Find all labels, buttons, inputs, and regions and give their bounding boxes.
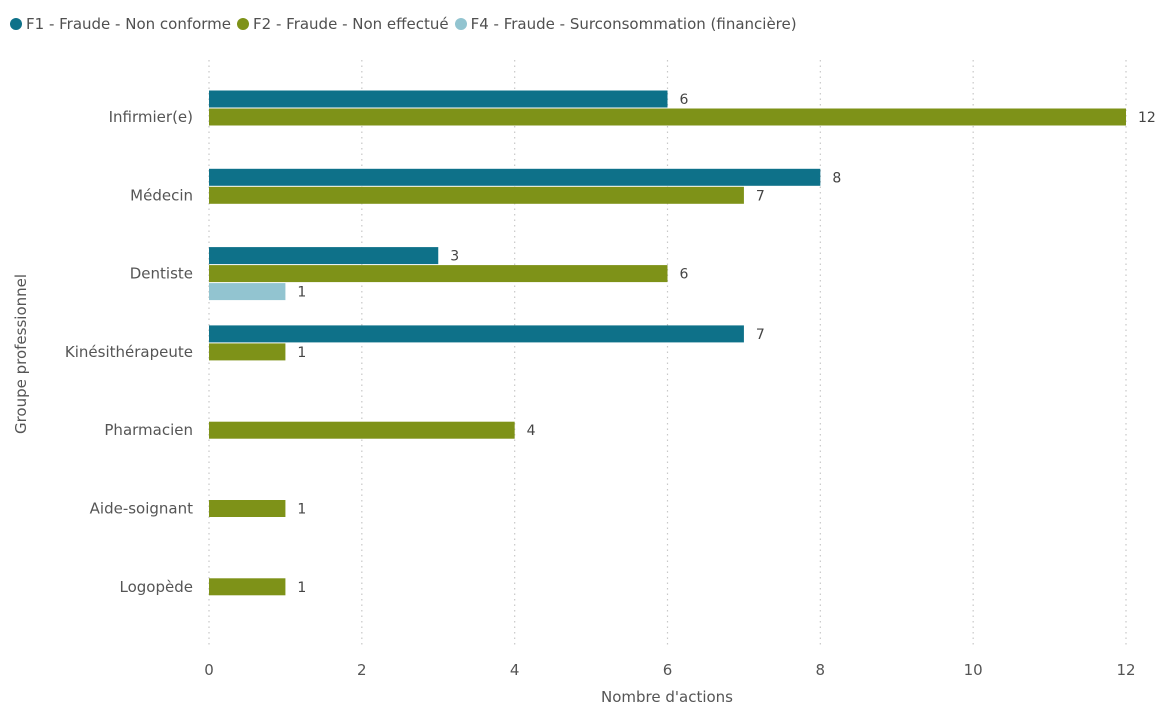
- data-label: 7: [756, 188, 765, 204]
- x-tick-label: 10: [964, 661, 983, 679]
- category-label: Logopède: [120, 578, 193, 596]
- bar-marks: [209, 90, 1126, 596]
- bar[interactable]: [209, 247, 439, 265]
- bar[interactable]: [209, 578, 286, 596]
- category-label: Kinésithérapeute: [65, 343, 193, 361]
- data-label: 1: [297, 285, 306, 301]
- bar[interactable]: [209, 186, 744, 204]
- legend-marker-f1: [10, 18, 22, 30]
- legend-item-f4[interactable]: F4 - Fraude - Surconsommation (financièr…: [454, 15, 797, 33]
- gridlines: [208, 60, 1127, 645]
- bar[interactable]: [209, 325, 744, 343]
- data-label: 1: [297, 580, 306, 596]
- x-tick-label: 8: [816, 661, 826, 679]
- legend-label-f1: F1 - Fraude - Non conforme: [26, 15, 232, 33]
- chart-legend: F1 - Fraude - Non conforme F2 - Fraude -…: [10, 13, 803, 35]
- category-label: Aide-soignant: [90, 500, 193, 518]
- data-labels: 6 12 8 7 3 6 1 7 1 4 1 1: [297, 92, 1155, 596]
- category-label: Infirmier(e): [109, 108, 193, 126]
- category-labels: Infirmier(e) Médecin Dentiste Kinésithérape…: [65, 108, 193, 596]
- y-axis-title: Groupe professionnel: [12, 274, 30, 434]
- x-tick-label: 12: [1116, 661, 1135, 679]
- legend-label-f2: F2 - Fraude - Non effectué: [253, 15, 449, 33]
- data-label: 7: [756, 327, 765, 343]
- legend-item-f2[interactable]: F2 - Fraude - Non effectué: [237, 15, 449, 33]
- x-tick-label: 0: [204, 661, 214, 679]
- bar[interactable]: [209, 90, 668, 108]
- x-tick-label: 2: [357, 661, 367, 679]
- category-label: Dentiste: [130, 265, 193, 283]
- data-label: 6: [680, 267, 689, 283]
- legend-item-f1[interactable]: F1 - Fraude - Non conforme: [10, 15, 231, 33]
- data-label: 8: [832, 170, 841, 186]
- legend-marker-f4: [454, 18, 467, 30]
- x-tick-labels: 0 2 4 6 8 10 12: [204, 661, 1135, 679]
- x-tick-label: 6: [663, 661, 673, 679]
- bar[interactable]: [209, 343, 286, 361]
- x-tick-label: 4: [510, 661, 520, 679]
- bar[interactable]: [209, 168, 821, 186]
- data-label: 3: [450, 249, 459, 265]
- legend-marker-f2: [237, 18, 250, 30]
- x-axis-title: Nombre d'actions: [601, 688, 733, 706]
- bar[interactable]: [209, 265, 668, 283]
- bar[interactable]: [209, 108, 1126, 126]
- bar[interactable]: [209, 283, 286, 301]
- data-label: 4: [527, 423, 536, 439]
- legend-label-f4: F4 - Fraude - Surconsommation (financièr…: [470, 15, 797, 33]
- category-label: Médecin: [130, 186, 193, 204]
- data-label: 1: [297, 502, 306, 518]
- data-label: 1: [297, 345, 306, 361]
- bar[interactable]: [209, 500, 286, 517]
- data-label: 6: [680, 92, 689, 108]
- category-label: Pharmacien: [104, 421, 193, 439]
- bar[interactable]: [209, 421, 515, 439]
- data-label: 12: [1138, 110, 1156, 126]
